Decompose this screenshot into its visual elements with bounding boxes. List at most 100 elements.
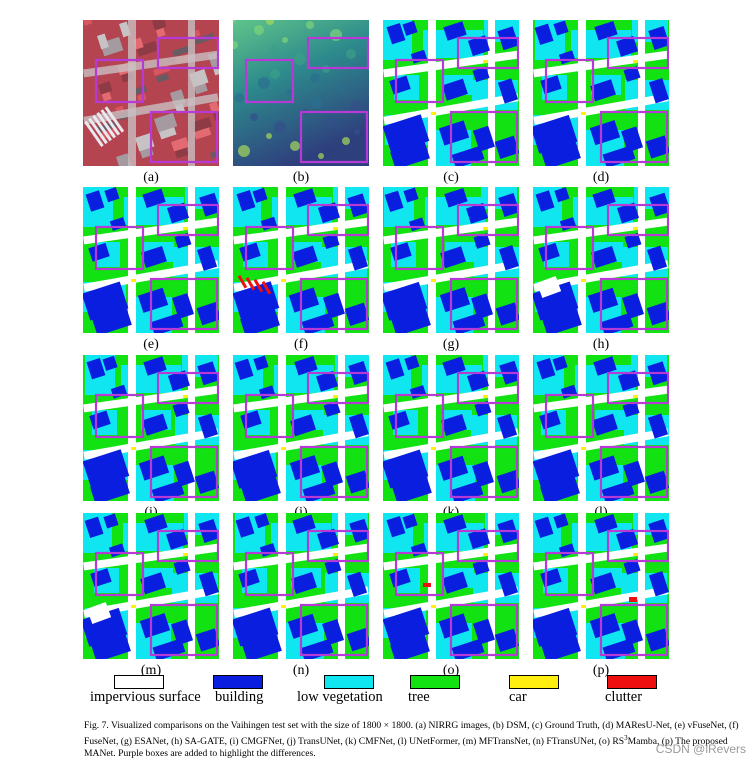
figure-caption: Fig. 7. Visualized comparisons on the Va… bbox=[84, 720, 749, 760]
panel-image bbox=[383, 513, 519, 659]
watermark: CSDN @lRevers bbox=[655, 742, 746, 756]
legend-label: clutter bbox=[605, 689, 643, 705]
legend-label: low vegetation bbox=[297, 689, 383, 705]
legend-label: impervious surface bbox=[90, 689, 201, 705]
highlight-box bbox=[306, 36, 369, 70]
highlight-box bbox=[599, 445, 669, 499]
panel-image bbox=[533, 355, 669, 501]
highlight-box bbox=[544, 393, 595, 439]
panel-image bbox=[233, 20, 369, 166]
panel-label: (g) bbox=[442, 337, 460, 352]
highlight-box bbox=[156, 371, 219, 405]
panel-l: (l) bbox=[533, 355, 669, 520]
highlight-box bbox=[244, 551, 295, 597]
highlight-box bbox=[606, 371, 669, 405]
highlight-box bbox=[456, 36, 519, 70]
panel-h: (h) bbox=[533, 187, 669, 352]
panel-image bbox=[83, 20, 219, 166]
legend-swatch bbox=[213, 675, 263, 689]
highlight-box bbox=[156, 529, 219, 563]
highlight-box bbox=[394, 58, 445, 104]
highlight-box bbox=[456, 529, 519, 563]
panel-label: (c) bbox=[443, 170, 459, 185]
highlight-box bbox=[449, 445, 519, 499]
highlight-box bbox=[94, 393, 145, 439]
highlight-box bbox=[94, 225, 145, 271]
panel-image bbox=[83, 355, 219, 501]
panel-image bbox=[83, 513, 219, 659]
panel-image bbox=[533, 187, 669, 333]
panel-j: (j) bbox=[233, 355, 369, 520]
legend-label: tree bbox=[408, 689, 430, 705]
panel-image bbox=[233, 513, 369, 659]
highlight-box bbox=[606, 36, 669, 70]
highlight-box bbox=[156, 36, 219, 70]
highlight-box bbox=[449, 110, 519, 164]
panel-c: (c) bbox=[383, 20, 519, 185]
panel-label: (e) bbox=[143, 337, 159, 352]
panel-k: (k) bbox=[383, 355, 519, 520]
panel-label: (h) bbox=[592, 337, 610, 352]
highlight-box bbox=[394, 393, 445, 439]
panel-p: (p) bbox=[533, 513, 669, 678]
highlight-box bbox=[394, 225, 445, 271]
highlight-box bbox=[244, 225, 295, 271]
caption-superscript: 3 bbox=[624, 734, 628, 743]
highlight-box bbox=[544, 551, 595, 597]
highlight-box bbox=[394, 551, 445, 597]
highlight-box bbox=[149, 277, 219, 331]
highlight-box bbox=[94, 58, 145, 104]
panel-image bbox=[233, 355, 369, 501]
panel-o: (o) bbox=[383, 513, 519, 678]
legend-label: building bbox=[215, 689, 264, 705]
panel-image bbox=[383, 355, 519, 501]
panel-e: (e) bbox=[83, 187, 219, 352]
caption-text-end: Mamba, (p) The proposed MANet. Purple bo… bbox=[84, 736, 728, 760]
panel-n: (n) bbox=[233, 513, 369, 678]
highlight-box bbox=[299, 603, 369, 657]
highlight-box bbox=[306, 203, 369, 237]
panel-label: (p) bbox=[592, 663, 610, 678]
highlight-box bbox=[244, 393, 295, 439]
panel-m: (m) bbox=[83, 513, 219, 678]
highlight-box bbox=[449, 277, 519, 331]
panel-label: (f) bbox=[294, 337, 308, 352]
panel-label: (d) bbox=[592, 170, 610, 185]
panel-g: (g) bbox=[383, 187, 519, 352]
highlight-box bbox=[599, 110, 669, 164]
panel-label: (a) bbox=[143, 170, 159, 185]
panel-b: (b) bbox=[233, 20, 369, 185]
legend-label: car bbox=[509, 689, 527, 705]
panel-image bbox=[233, 187, 369, 333]
panel-label: (n) bbox=[292, 663, 310, 678]
legend-swatch bbox=[607, 675, 657, 689]
caption-text: Fig. 7. Visualized comparisons on the Va… bbox=[84, 720, 739, 748]
highlight-box bbox=[149, 603, 219, 657]
highlight-box bbox=[456, 203, 519, 237]
highlight-box bbox=[599, 603, 669, 657]
highlight-box bbox=[599, 277, 669, 331]
highlight-box bbox=[149, 110, 219, 164]
legend-swatch bbox=[509, 675, 559, 689]
panel-f: (f) bbox=[233, 187, 369, 352]
highlight-box bbox=[244, 58, 295, 104]
highlight-box bbox=[306, 371, 369, 405]
panel-label: (o) bbox=[442, 663, 460, 678]
panel-image bbox=[533, 20, 669, 166]
legend-swatch bbox=[114, 675, 164, 689]
legend-swatch bbox=[324, 675, 374, 689]
panel-image bbox=[383, 187, 519, 333]
highlight-box bbox=[299, 110, 369, 164]
highlight-box bbox=[544, 225, 595, 271]
panel-image bbox=[83, 187, 219, 333]
highlight-box bbox=[156, 203, 219, 237]
highlight-box bbox=[449, 603, 519, 657]
highlight-box bbox=[299, 277, 369, 331]
panel-d: (d) bbox=[533, 20, 669, 185]
panel-a: (a) bbox=[83, 20, 219, 185]
highlight-box bbox=[149, 445, 219, 499]
highlight-box bbox=[306, 529, 369, 563]
panel-label: (b) bbox=[292, 170, 310, 185]
highlight-box bbox=[606, 529, 669, 563]
